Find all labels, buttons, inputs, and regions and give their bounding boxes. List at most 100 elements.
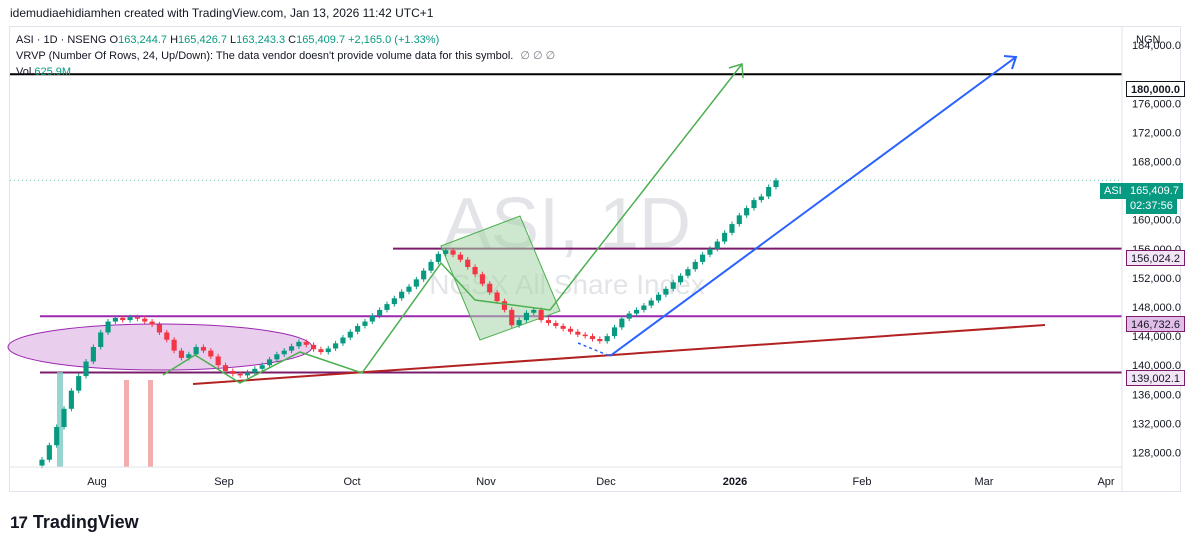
- x-tick-label: 2026: [723, 476, 747, 488]
- candle: [692, 261, 698, 270]
- candle: [736, 215, 742, 225]
- candle: [61, 408, 67, 427]
- change-value: +2,165.0 (+1.33%): [348, 34, 440, 46]
- y-tick-label: 184,000.0: [1132, 40, 1181, 52]
- candle: [553, 323, 559, 326]
- candle: [274, 354, 280, 360]
- candle: [509, 309, 515, 326]
- candle: [487, 283, 493, 293]
- projection-path-green: [162, 63, 743, 384]
- y-tick-label: 160,000.0: [1132, 215, 1181, 227]
- candle: [237, 373, 243, 376]
- candle: [68, 390, 74, 409]
- candle: [105, 321, 111, 333]
- volume-value: 625.9M: [34, 66, 72, 78]
- y-tick-label: 152,000.0: [1132, 273, 1181, 285]
- candle: [428, 261, 434, 271]
- candle: [722, 232, 728, 242]
- symbol-tag: ASI: [1100, 183, 1126, 199]
- candle: [362, 321, 368, 326]
- candle: [215, 356, 221, 366]
- candle: [193, 347, 199, 355]
- candle: [164, 332, 170, 340]
- candle: [266, 359, 273, 366]
- volume-bar: [124, 380, 129, 467]
- candle: [259, 365, 265, 369]
- y-tick-label: 172,000.0: [1132, 127, 1181, 139]
- low-label: L: [230, 34, 237, 46]
- high-value: 165,426.7: [178, 34, 227, 46]
- candle: [479, 274, 485, 284]
- candle: [758, 196, 764, 201]
- x-tick-label: Dec: [596, 476, 616, 488]
- candle: [296, 341, 302, 347]
- candle: [120, 317, 126, 321]
- x-tick-label: Nov: [476, 476, 496, 488]
- y-tick-label: 148,000.0: [1132, 302, 1181, 314]
- candle: [369, 315, 375, 322]
- candle: [281, 350, 287, 355]
- candle: [589, 336, 596, 339]
- candle: [303, 341, 309, 345]
- tradingview-logo[interactable]: 17 TradingView: [10, 512, 139, 533]
- candle: [626, 313, 632, 319]
- candle: [582, 334, 588, 337]
- candle: [494, 292, 500, 302]
- open-label: O: [109, 34, 119, 46]
- candle: [678, 275, 684, 283]
- price-tag-180000: 180,000.0: [1126, 81, 1185, 97]
- candle: [54, 427, 60, 446]
- candle: [222, 365, 229, 371]
- last-price-tag: 165,409.7: [1126, 183, 1183, 199]
- candle: [384, 304, 390, 310]
- candle: [288, 346, 295, 351]
- candle: [648, 300, 654, 306]
- candle: [406, 286, 412, 292]
- tradingview-logo-icon: 17: [10, 512, 28, 532]
- y-tick-label: 176,000.0: [1132, 98, 1181, 110]
- low-value: 163,243.3: [236, 34, 286, 46]
- candle: [700, 254, 706, 262]
- candle: [604, 336, 610, 342]
- candle: [252, 368, 258, 373]
- x-tick-label: Mar: [975, 476, 994, 488]
- y-tick-label: 136,000.0: [1132, 389, 1181, 401]
- projection-arrow-blue: [609, 56, 1017, 357]
- candle: [200, 347, 207, 351]
- candle: [421, 270, 427, 280]
- candle: [134, 317, 140, 319]
- currency-label[interactable]: NGN: [1136, 34, 1161, 46]
- candle: [450, 250, 456, 255]
- candle: [149, 321, 155, 325]
- candle: [347, 331, 353, 338]
- candle: [46, 445, 52, 460]
- price-tag-146732: 146,732.6: [1126, 316, 1185, 332]
- candle: [523, 312, 530, 321]
- candle: [311, 344, 317, 350]
- candle: [443, 250, 449, 254]
- candle: [83, 361, 89, 377]
- candle: [208, 350, 214, 357]
- vrvp-indicator[interactable]: VRVP (Number Of Rows, 24, Up/Down): The …: [16, 50, 514, 62]
- candle: [516, 320, 522, 326]
- blue-dashed-path: [577, 342, 611, 357]
- candle: [244, 372, 251, 376]
- candle: [685, 269, 691, 276]
- volume-label[interactable]: Vol: [16, 66, 32, 78]
- candle: [773, 180, 779, 187]
- x-tick-label: Sep: [214, 476, 234, 488]
- x-tick-label: Feb: [853, 476, 872, 488]
- candle: [178, 350, 185, 358]
- y-tick-label: 168,000.0: [1132, 157, 1181, 169]
- high-label: H: [170, 34, 179, 46]
- candle: [413, 279, 419, 287]
- candle: [611, 327, 618, 337]
- candle: [112, 317, 118, 322]
- candle: [707, 248, 713, 255]
- volume-bar: [57, 372, 63, 467]
- vrvp-status-icons: ∅ ∅ ∅: [520, 50, 556, 62]
- candle: [751, 200, 757, 209]
- volume-bar: [148, 380, 153, 467]
- blue-arrowhead: [1003, 55, 1018, 70]
